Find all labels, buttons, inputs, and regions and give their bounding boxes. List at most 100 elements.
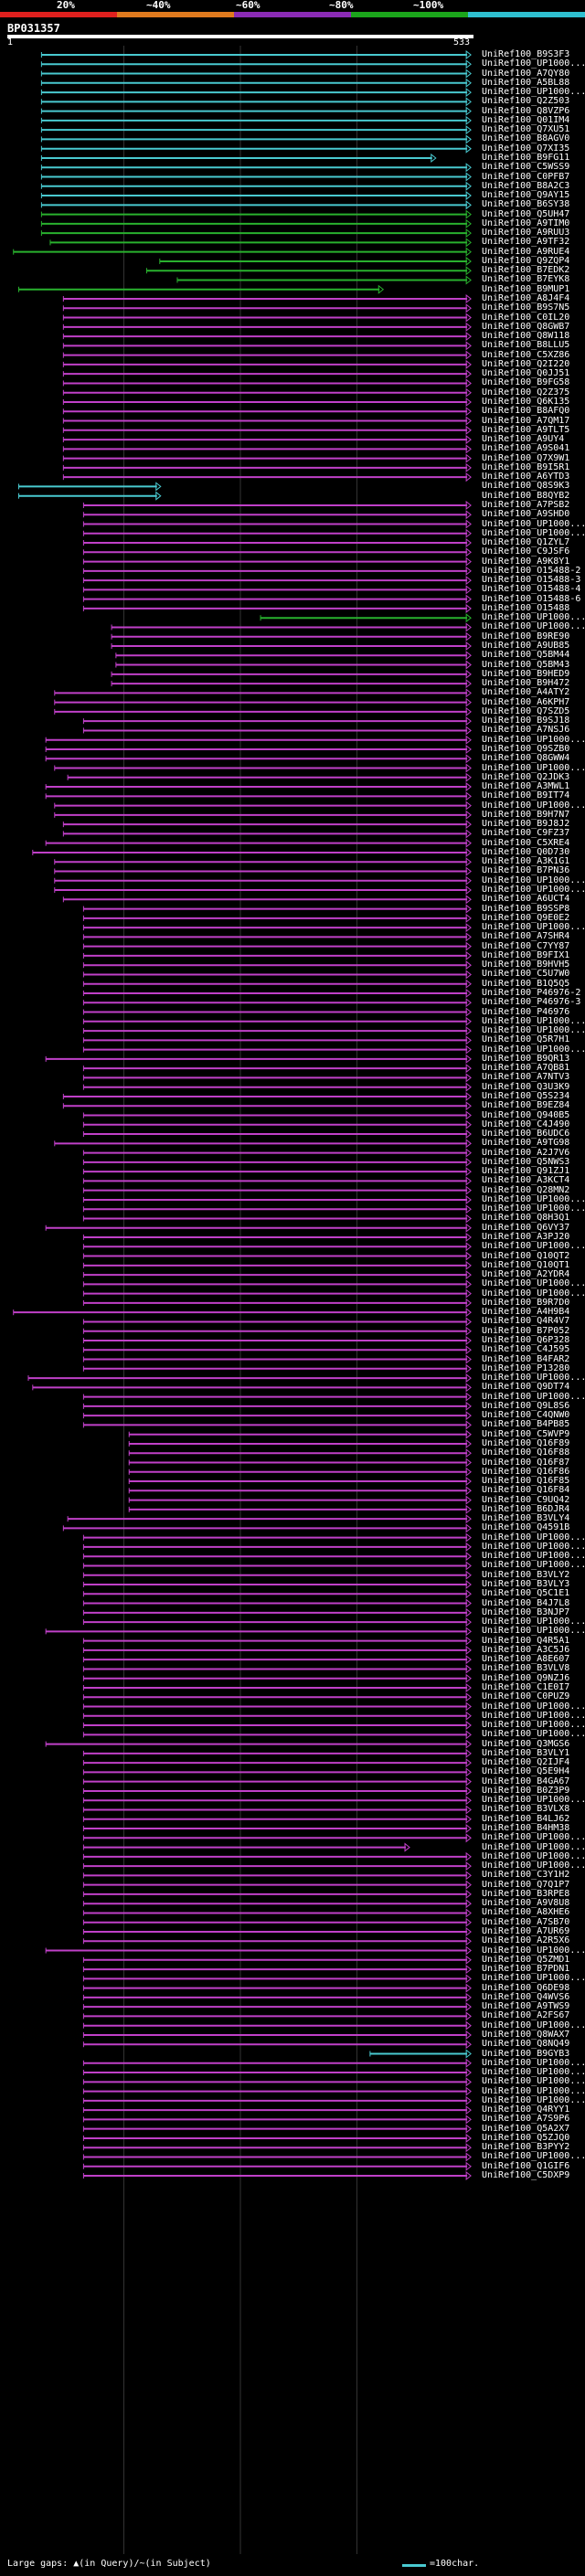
hit-label[interactable]: UniRef100_A9K8Y1 <box>482 556 570 567</box>
hit-label[interactable]: UniRef100_A7SHR4 <box>482 931 570 942</box>
hit-label[interactable]: UniRef100_Q1GIF6 <box>482 2160 570 2171</box>
hit-label[interactable]: UniRef100_B7EDK2 <box>482 265 570 276</box>
hit-label[interactable]: UniRef100_UP1000... <box>482 1373 585 1383</box>
hit-label[interactable]: UniRef100_B8AGV0 <box>482 133 570 144</box>
hit-label[interactable]: UniRef100_Q01IM4 <box>482 114 570 125</box>
hit-label[interactable]: UniRef100_Q5NWS3 <box>482 1156 570 1167</box>
hit-label[interactable]: UniRef100_B4PB85 <box>482 1419 570 1430</box>
hit-label[interactable]: UniRef100_B3PYY2 <box>482 2142 570 2153</box>
hit-label[interactable]: UniRef100_B9EZ84 <box>482 1100 570 1111</box>
hit-label[interactable]: UniRef100_Q2Z503 <box>482 96 570 107</box>
hit-label[interactable]: UniRef100_C5WSS9 <box>482 162 570 173</box>
hit-label[interactable]: UniRef100_Q9DT74 <box>482 1382 570 1393</box>
hit-label[interactable]: UniRef100_C9FZ37 <box>482 828 570 839</box>
hit-label[interactable]: UniRef100_A3KCT4 <box>482 1175 570 1186</box>
hit-label[interactable]: UniRef100_Q16F88 <box>482 1447 570 1458</box>
hit-label[interactable]: UniRef100_A9UY4 <box>482 434 565 445</box>
hit-label[interactable]: UniRef100_Q2JDK3 <box>482 771 570 782</box>
hit-label[interactable]: UniRef100_C4J490 <box>482 1118 570 1129</box>
hit-label[interactable]: UniRef100_Q16F89 <box>482 1437 570 1448</box>
hit-label[interactable]: UniRef100_Q9SZB0 <box>482 743 570 754</box>
hit-label[interactable]: UniRef100_A7S9P6 <box>482 2114 570 2125</box>
hit-label[interactable]: UniRef100_A7UR69 <box>482 1926 570 1936</box>
hit-label[interactable]: UniRef100_Q7Q1P7 <box>482 1879 570 1890</box>
hit-label[interactable]: UniRef100_UP1000... <box>482 1193 585 1204</box>
hit-label[interactable]: UniRef100_Q6K135 <box>482 396 570 407</box>
hit-label[interactable]: UniRef100_A8XHE6 <box>482 1907 570 1918</box>
hit-label[interactable]: UniRef100_B3VLY2 <box>482 1569 570 1580</box>
hit-label[interactable]: UniRef100_UP1000... <box>482 885 585 896</box>
hit-label[interactable]: UniRef100_B9R7D0 <box>482 1297 570 1308</box>
hit-label[interactable]: UniRef100_UP1000... <box>482 527 585 538</box>
hit-label[interactable]: UniRef100_UP1000... <box>482 1973 585 1984</box>
hit-label[interactable]: UniRef100_Q4591B <box>482 1522 570 1533</box>
hit-label[interactable]: UniRef100_B7PN36 <box>482 865 570 876</box>
hit-label[interactable]: UniRef100_Q4WVS6 <box>482 1991 570 2002</box>
hit-label[interactable]: UniRef100_A7PSB2 <box>482 499 570 510</box>
hit-label[interactable]: UniRef100_B9I5R1 <box>482 461 570 472</box>
hit-label[interactable]: UniRef100_Q9ZQP4 <box>482 255 570 266</box>
hit-label[interactable]: UniRef100_A9TLT5 <box>482 424 570 435</box>
hit-label[interactable]: UniRef100_UP1000... <box>482 800 585 811</box>
hit-label[interactable]: UniRef100_A7QB81 <box>482 1063 570 1074</box>
hit-label[interactable]: UniRef100_A2J7V6 <box>482 1147 570 1158</box>
hit-label[interactable]: UniRef100_Q3U3K9 <box>482 1081 570 1092</box>
hit-label[interactable]: UniRef100_UP1000... <box>482 1532 585 1542</box>
hit-label[interactable]: UniRef100_Q5UH47 <box>482 208 570 219</box>
hit-label[interactable]: UniRef100_A9V8U8 <box>482 1898 570 1909</box>
hit-label[interactable]: UniRef100_Q8H3Q1 <box>482 1213 570 1224</box>
hit-label[interactable]: UniRef100_A6UCT4 <box>482 894 570 905</box>
hit-label[interactable]: UniRef100_A9TIM0 <box>482 217 570 228</box>
hit-label[interactable]: UniRef100_C9JSF6 <box>482 546 570 557</box>
hit-label[interactable]: UniRef100_UP1000... <box>482 734 585 745</box>
hit-label[interactable]: UniRef100_B9HED9 <box>482 668 570 679</box>
hit-label[interactable]: UniRef100_UP1000... <box>482 1241 585 1252</box>
hit-label[interactable]: UniRef100_A6YTD3 <box>482 472 570 482</box>
hit-label[interactable]: UniRef100_UP1000... <box>482 2094 585 2105</box>
hit-label[interactable]: UniRef100_B9S3F3 <box>482 49 570 59</box>
hit-label[interactable]: UniRef100_B8AFQ0 <box>482 406 570 417</box>
hit-label[interactable]: UniRef100_Q28MN2 <box>482 1184 570 1195</box>
hit-label[interactable]: UniRef100_Q2Z375 <box>482 387 570 398</box>
hit-label[interactable]: UniRef100_A7NSJ6 <box>482 725 570 736</box>
hit-label[interactable]: UniRef100_B0Z3P9 <box>482 1785 570 1796</box>
hit-label[interactable]: UniRef100_B8QYB2 <box>482 490 570 501</box>
hit-label[interactable]: UniRef100_UP1000... <box>482 922 585 933</box>
hit-label[interactable]: UniRef100_C0PUZ9 <box>482 1691 570 1702</box>
hit-label[interactable]: UniRef100_C5U7W0 <box>482 969 570 980</box>
hit-label[interactable]: UniRef100_O15488-6 <box>482 593 581 604</box>
hit-label[interactable]: UniRef100_UP1000... <box>482 58 585 69</box>
hit-label[interactable]: UniRef100_UP1000... <box>482 1203 585 1214</box>
hit-label[interactable]: UniRef100_A9S041 <box>482 443 570 454</box>
hit-label[interactable]: UniRef100_Q8S9K3 <box>482 481 570 492</box>
hit-label[interactable]: UniRef100_A8E607 <box>482 1654 570 1665</box>
hit-label[interactable]: UniRef100_A5BL88 <box>482 77 570 88</box>
hit-label[interactable]: UniRef100_P46976-3 <box>482 997 581 1008</box>
hit-label[interactable]: UniRef100_C5XRE4 <box>482 837 570 848</box>
hit-label[interactable]: UniRef100_B9S7N5 <box>482 302 570 313</box>
hit-label[interactable]: UniRef100_B4HM38 <box>482 1823 570 1834</box>
hit-label[interactable]: UniRef100_Q16F86 <box>482 1466 570 1477</box>
hit-label[interactable]: UniRef100_Q9AY15 <box>482 190 570 201</box>
hit-label[interactable]: UniRef100_UP1000... <box>482 612 585 623</box>
hit-label[interactable]: UniRef100_Q8WAX7 <box>482 2029 570 2040</box>
hit-label[interactable]: UniRef100_UP1000... <box>482 1720 585 1731</box>
hit-label[interactable]: UniRef100_Q5ZMD1 <box>482 1954 570 1965</box>
hit-label[interactable]: UniRef100_UP1000... <box>482 1278 585 1289</box>
hit-label[interactable]: UniRef100_Q8NQ49 <box>482 2039 570 2050</box>
hit-label[interactable]: UniRef100_C9UQ42 <box>482 1494 570 1505</box>
hit-label[interactable]: UniRef100_A9TF32 <box>482 237 570 248</box>
hit-label[interactable]: UniRef100_B4FAR2 <box>482 1353 570 1364</box>
hit-label[interactable]: UniRef100_B9FG58 <box>482 377 570 388</box>
hit-label[interactable]: UniRef100_B9H472 <box>482 678 570 689</box>
hit-label[interactable]: UniRef100_C5WVP9 <box>482 1428 570 1439</box>
hit-label[interactable]: UniRef100_B9MUP1 <box>482 283 570 294</box>
hit-label[interactable]: UniRef100_Q5ZJQ0 <box>482 2132 570 2143</box>
hit-label[interactable]: UniRef100_UP1000... <box>482 762 585 773</box>
hit-label[interactable]: UniRef100_Q5A2X7 <box>482 2123 570 2134</box>
hit-label[interactable]: UniRef100_B6UDC6 <box>482 1129 570 1140</box>
hit-label[interactable]: UniRef100_C1E0I7 <box>482 1681 570 1692</box>
hit-label[interactable]: UniRef100_Q2IJF4 <box>482 1757 570 1768</box>
hit-label[interactable]: UniRef100_O15488-4 <box>482 584 581 595</box>
hit-label[interactable]: UniRef100_O15488 <box>482 602 570 613</box>
